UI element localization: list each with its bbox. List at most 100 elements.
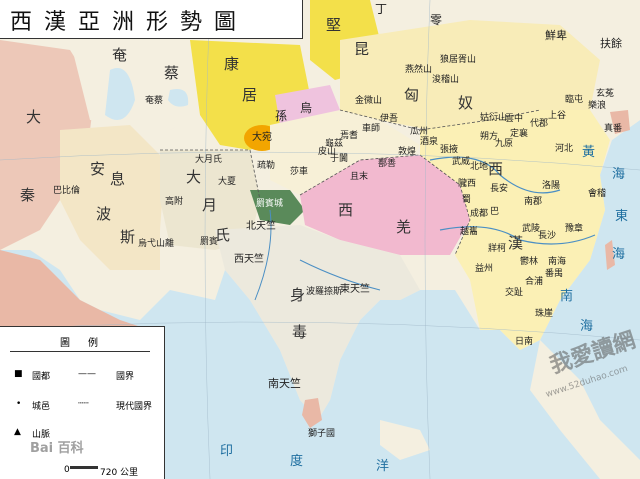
city-label: 玄菟 [596, 89, 615, 99]
landmass-taiwan [605, 240, 615, 270]
region-label: 秦 [20, 186, 36, 204]
region-label: 扶餘 [600, 37, 622, 50]
legend-city-icon: • [16, 399, 22, 409]
region-label: 奄 [112, 46, 128, 64]
sea-caspian [105, 68, 135, 120]
city-label: 大夏 [218, 177, 237, 187]
baidu-watermark: Bai 百科 [30, 441, 84, 456]
region-label: 漢 [508, 234, 524, 252]
region-label: 波 [96, 205, 112, 223]
city-label: 朔方 [480, 132, 499, 142]
city-label: 罽賓 [200, 237, 219, 247]
region-label: 氏 [215, 226, 231, 244]
legend-mountain-label: 山脈 [32, 430, 51, 440]
legend-capital-label: 國都 [32, 372, 51, 382]
region-label: 丁 [375, 2, 388, 16]
region-label: 息 [110, 170, 126, 188]
river-ganges [299, 259, 381, 291]
city-label: 武威 [452, 157, 471, 167]
city-label: 浚稽山 [432, 75, 460, 85]
region-label: 身 [290, 286, 306, 304]
region-label: 孫 [275, 109, 288, 123]
region-xiongnu [340, 20, 600, 130]
city-label: 龜茲 [325, 139, 344, 149]
region-label: 居 [242, 86, 258, 104]
region-label: 斯 [120, 228, 136, 246]
city-label: 波羅捺斯 [306, 287, 343, 297]
city-label: 酒泉 [420, 137, 439, 147]
region-label: 西 [488, 160, 504, 178]
legend-divider [10, 351, 150, 352]
city-label: 敦煌 [398, 147, 417, 157]
sea-label: 黃 [582, 145, 596, 160]
region-xiqiang [300, 155, 470, 255]
region-anxi [60, 125, 165, 270]
city-label: 河北 [555, 144, 574, 154]
sea-label: 洋 [376, 459, 390, 474]
legend-mountain-icon: ▲ [14, 427, 21, 437]
region-label: 羌 [396, 218, 412, 236]
legend-capital-icon: ■ [14, 369, 23, 379]
scale-bar [70, 466, 98, 469]
region-label: 蔡 [164, 64, 180, 82]
legend-border-icon: —— [78, 369, 96, 379]
city-label: 長安 [490, 184, 509, 194]
city-label: 越巂 [460, 227, 479, 237]
sea-label: 海 [612, 167, 626, 182]
legend-border-label: 國界 [116, 372, 135, 382]
river-indus [254, 209, 272, 301]
city-label: 烏弋山離 [138, 239, 175, 249]
city-label: 張掖 [440, 145, 459, 155]
region-daqin [0, 40, 95, 250]
city-label: 狼居胥山 [440, 55, 477, 65]
city-label: 洛陽 [542, 181, 561, 191]
city-label: 真番 [604, 124, 623, 134]
city-label: 獅子國 [308, 429, 336, 439]
city-label: 武陵 [522, 224, 541, 234]
city-label: 合浦 [525, 277, 544, 287]
city-label: 隴西 [458, 179, 477, 189]
region-yancai [70, 38, 210, 130]
legend-modern-border-label: 現代國界 [116, 402, 153, 412]
legend-title: 圖例 [60, 338, 116, 349]
sea-aral [168, 89, 189, 107]
region-jibin [250, 190, 305, 225]
city-label: 車師 [362, 124, 381, 134]
landmass-japan [610, 110, 630, 134]
city-label: 巴比倫 [53, 186, 81, 196]
city-label: 鄯善 [378, 159, 397, 169]
city-label: 成都 [470, 209, 489, 219]
city-label: 于闐 [330, 154, 349, 164]
sea-label: 印 [220, 444, 234, 459]
city-label: 莎車 [290, 167, 309, 177]
region-label: 安 [90, 160, 106, 178]
city-label: 益州 [475, 264, 494, 274]
region-label: 東天竺 [340, 284, 370, 295]
city-label: 牂柯 [488, 244, 507, 254]
city-label: 蜀 [462, 195, 472, 205]
city-label: 巴 [490, 207, 500, 217]
city-label: 代郡 [530, 119, 549, 129]
landmass-srilanka [302, 398, 322, 428]
legend-modern-border-icon: ┄┄ [78, 399, 89, 409]
city-label: 北地 [470, 162, 489, 172]
legend-city-label: 城邑 [32, 402, 51, 412]
region-label: 月 [202, 196, 218, 214]
river-yangtze [439, 226, 596, 245]
city-label: 金微山 [355, 96, 383, 106]
landmass-korea [600, 50, 640, 140]
region-label: 西天竺 [234, 254, 264, 265]
region-label: 鮮卑 [545, 29, 567, 42]
region-label: 烏 [300, 101, 313, 115]
city-label: 會稽 [588, 189, 607, 199]
city-label: 定襄 [510, 129, 529, 139]
city-label: 南郡 [524, 197, 543, 207]
city-label: 番禺 [545, 269, 564, 279]
city-label: 燕然山 [405, 65, 433, 75]
city-label: 且末 [350, 172, 369, 182]
map-title: 西漢亞洲形勢圖 [10, 10, 249, 35]
city-label: 奄蔡 [145, 96, 164, 106]
city-label: 瓜州 [410, 127, 429, 137]
